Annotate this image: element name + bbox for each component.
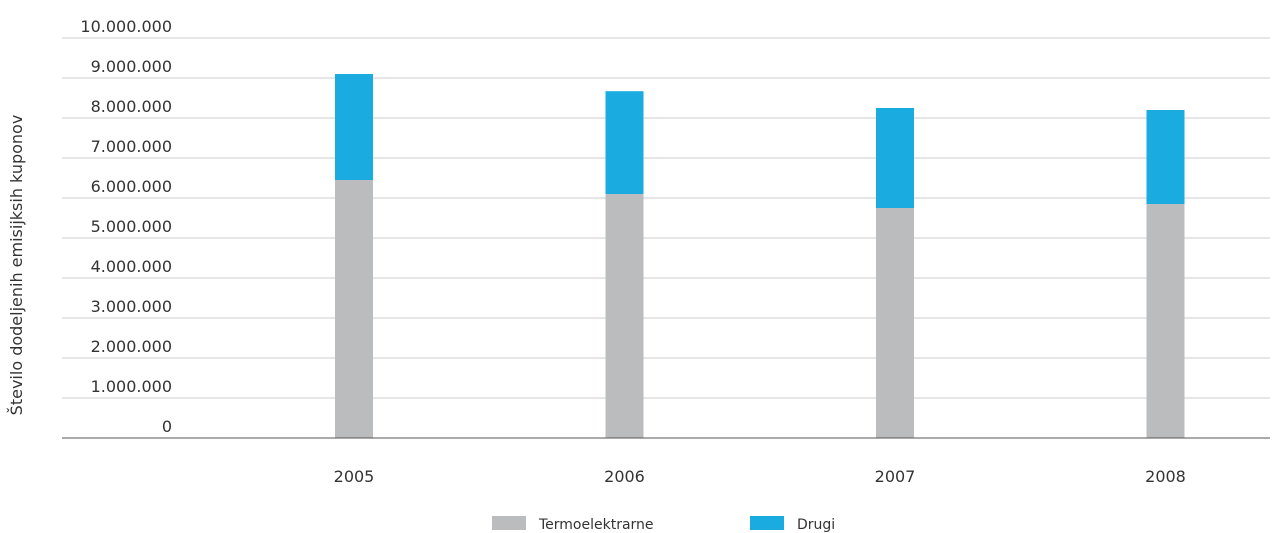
- y-tick-label: 2.000.000: [91, 337, 172, 356]
- legend-label-termoelektrarne: Termoelektrarne: [538, 517, 654, 533]
- y-tick-label: 1.000.000: [91, 377, 172, 396]
- x-tick-label: 2005: [334, 467, 375, 486]
- x-axis-ticks: 2005 2006 2007 2008: [334, 467, 1186, 486]
- bar-drugi-2006: [605, 91, 644, 194]
- y-tick-label: 10.000.000: [80, 17, 172, 36]
- y-tick-label: 8.000.000: [91, 97, 172, 116]
- bar-drugi-2005: [335, 74, 373, 180]
- legend-label-drugi: Drugi: [797, 517, 835, 533]
- bar-drugi-2007: [876, 108, 914, 208]
- bar-termoelektrarne-2005: [335, 180, 373, 438]
- x-tick-label: 2006: [604, 467, 645, 486]
- x-tick-label: 2007: [875, 467, 916, 486]
- y-axis-ticks: 0 1.000.000 2.000.000 3.000.000 4.000.000 5.0…: [80, 17, 172, 436]
- y-tick-label: 7.000.000: [91, 137, 172, 156]
- bar-termoelektrarne-2006: [605, 194, 644, 438]
- y-tick-label: 0: [162, 417, 172, 436]
- bar-drugi-2008: [1146, 110, 1185, 204]
- bar-termoelektrarne-2008: [1146, 204, 1185, 438]
- legend-swatch-termoelektrarne: [492, 516, 526, 530]
- y-axis-title: Število dodeljenih emisijksih kuponov: [7, 115, 26, 416]
- bars: [335, 74, 1185, 438]
- legend-swatch-drugi: [750, 516, 784, 530]
- y-tick-label: 5.000.000: [91, 217, 172, 236]
- legend: Termoelektrarne Drugi: [492, 516, 835, 533]
- x-tick-label: 2008: [1145, 467, 1186, 486]
- y-tick-label: 4.000.000: [91, 257, 172, 276]
- gridlines: [62, 37, 1270, 399]
- y-tick-label: 6.000.000: [91, 177, 172, 196]
- bar-termoelektrarne-2007: [876, 208, 914, 438]
- y-tick-label: 3.000.000: [91, 297, 172, 316]
- y-tick-label: 9.000.000: [91, 57, 172, 76]
